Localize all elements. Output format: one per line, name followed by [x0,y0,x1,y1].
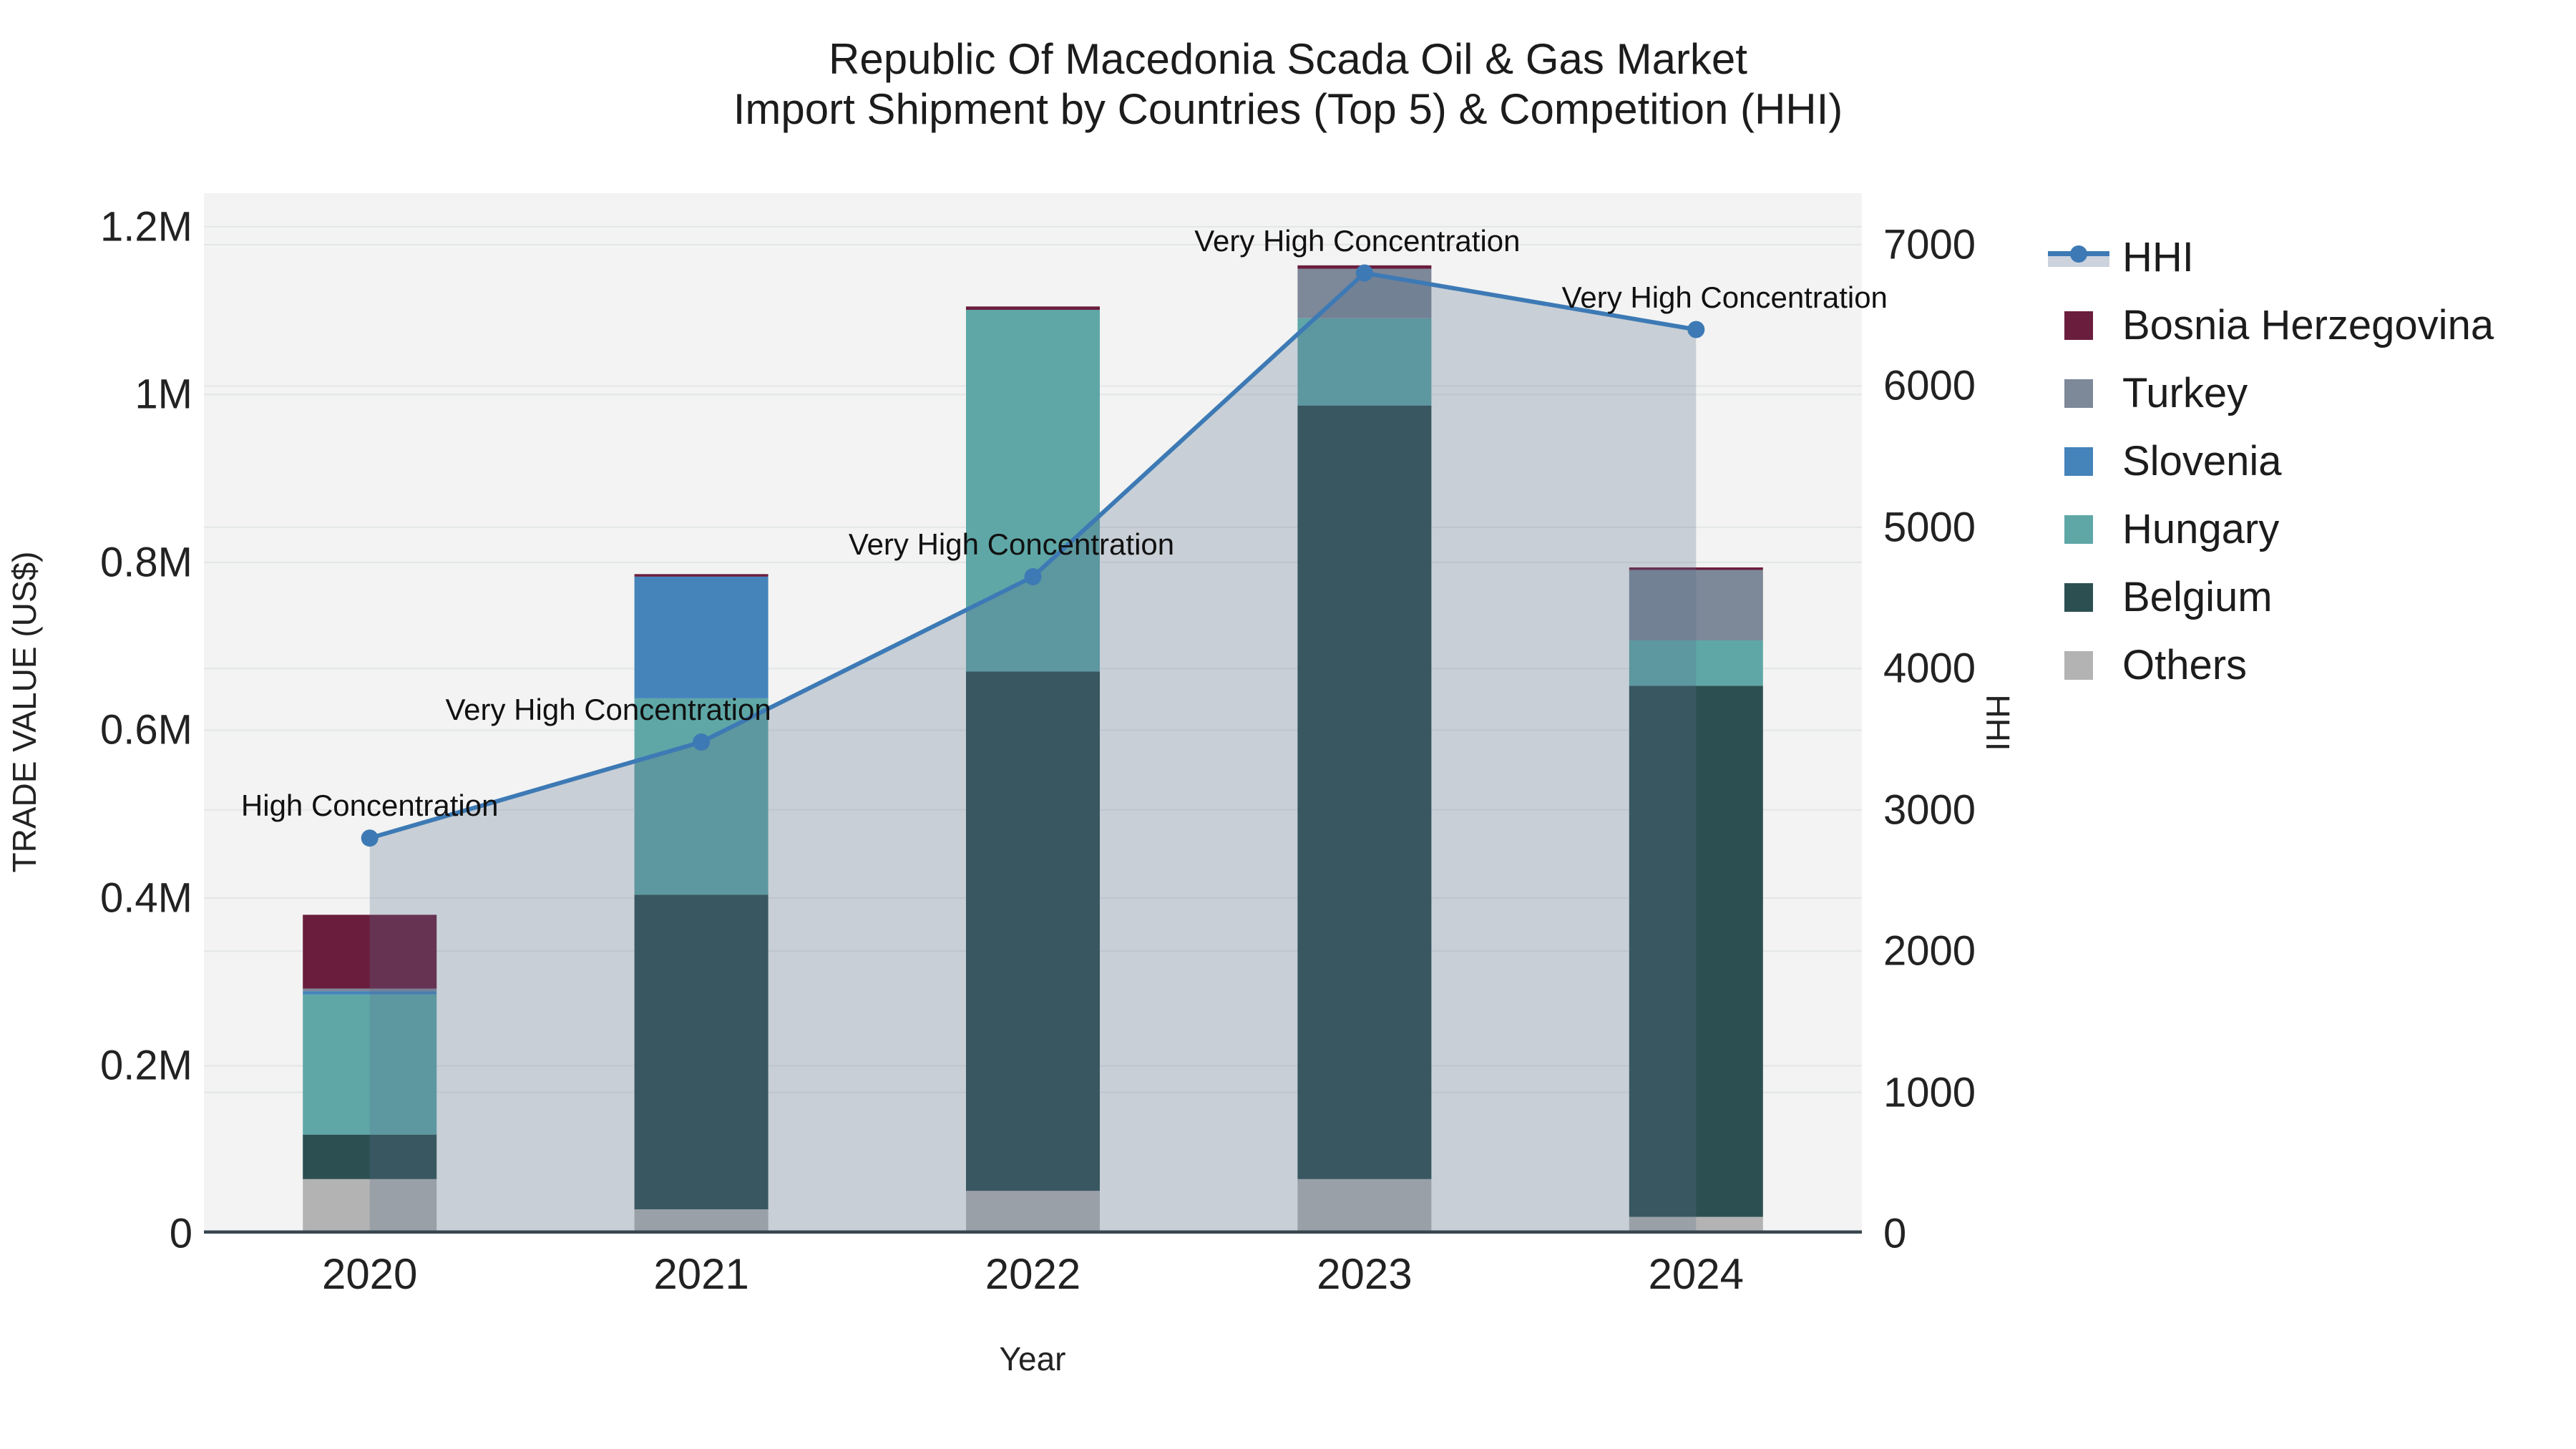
bar-segment-2024-belgium[interactable] [1629,686,1763,1217]
bar-segment-2021-slovenia[interactable] [634,576,769,698]
annotation-2021: Very High Concentration [445,692,771,726]
legend-item-others[interactable]: Others [2048,631,2494,699]
legend-label: Belgium [2122,574,2273,620]
x-axis-title: Year [999,1340,1066,1377]
legend-item-slovenia[interactable]: Slovenia [2048,427,2494,495]
plot-area [204,193,1862,1234]
bar-segment-2022-others[interactable] [966,1191,1100,1234]
bar-segment-2021-belgium[interactable] [634,894,769,1209]
bar-segment-2020-hungary[interactable] [303,994,437,1135]
legend-line-sample [2048,245,2109,267]
hhi-marker-2023[interactable] [1355,264,1373,282]
annotation-2022: Very High Concentration [848,527,1175,561]
legend-item-belgium[interactable]: Belgium [2048,563,2494,631]
y-left-tick-1.2M: 1.2M [100,203,192,250]
legend-swatch-turkey [2048,379,2109,408]
x-tick-2023: 2023 [1317,1250,1413,1298]
y-right-tick-2000: 2000 [1883,927,1976,975]
bar-segment-2024-others[interactable] [1629,1216,1763,1234]
bar-segment-2022-belgium[interactable] [966,671,1100,1191]
bar-segment-2020-slovenia[interactable] [303,991,437,995]
legend-label: HHI [2122,234,2194,280]
y-right-tick-7000: 7000 [1883,221,1976,268]
bar-segment-2024-turkey[interactable] [1629,570,1763,640]
bar-segment-2024-hungary[interactable] [1629,640,1763,686]
annotation-2024: Very High Concentration [1561,280,1888,314]
hhi-marker-2024[interactable] [1687,321,1705,338]
legend-swatch-bosnia-herzegovina [2048,311,2109,340]
bar-segment-2022-bosnia-herzegovina[interactable] [966,306,1100,310]
y-left-tick-0: 0 [169,1210,192,1257]
legend-label: Hungary [2122,506,2280,552]
legend-item-hungary[interactable]: Hungary [2048,495,2494,563]
color-swatch [2064,447,2093,476]
legend-label: Turkey [2122,370,2248,416]
color-swatch [2064,379,2093,408]
y-left-tick-0.8M: 0.8M [100,539,192,586]
bar-segment-2021-others[interactable] [634,1209,769,1234]
bar-segment-2023-hungary[interactable] [1297,318,1432,406]
hhi-line-sample [2048,245,2109,267]
y-left-axis-title: TRADE VALUE (US$) [6,551,43,873]
legend-item-turkey[interactable]: Turkey [2048,359,2494,427]
y-left-tick-1M: 1M [135,371,192,418]
legend-label: Others [2122,642,2248,688]
legend-swatch-slovenia [2048,447,2109,476]
x-tick-2024: 2024 [1648,1250,1745,1298]
y-left-tick-0.2M: 0.2M [100,1042,192,1089]
y-right-tick-3000: 3000 [1883,786,1976,834]
hhi-area-fill [369,273,1697,1234]
color-swatch [2064,514,2093,544]
bar-segment-2020-turkey[interactable] [303,988,437,992]
y-right-axis-title: HHI [1979,694,2016,751]
hhi-marker-glyph [2070,245,2087,263]
legend-label: Slovenia [2122,438,2282,484]
y-left-tick-0.6M: 0.6M [100,706,192,753]
y-right-tick-4000: 4000 [1883,645,1976,692]
chart-title-line2: Import Shipment by Countries (Top 5) & C… [733,85,1843,133]
legend: HHI Bosnia Herzegovina Turkey Slovenia Hunga… [2048,223,2494,699]
x-tick-2022: 2022 [985,1250,1081,1298]
y-right-tick-0: 0 [1883,1210,1907,1257]
annotation-2020: High Concentration [240,789,499,823]
plot-canvas [204,225,1862,1234]
bar-segment-2020-belgium[interactable] [303,1134,437,1179]
y-left-tick-0.4M: 0.4M [100,874,192,922]
color-swatch [2064,582,2093,612]
bar-segment-2024-bosnia-herzegovina[interactable] [1629,567,1763,570]
legend-label: Bosnia Herzegovina [2122,302,2494,348]
legend-swatch-others [2048,650,2109,680]
legend-swatch-belgium [2048,582,2109,612]
bar-segment-2020-bosnia-herzegovina[interactable] [303,914,437,989]
bar-segment-2023-belgium[interactable] [1297,405,1432,1179]
legend-item-hhi[interactable]: HHI [2048,223,2494,291]
bar-segment-2022-hungary[interactable] [966,309,1100,672]
color-swatch [2064,311,2093,340]
annotation-2023: Very High Concentration [1194,223,1521,258]
hhi-marker-2020[interactable] [361,829,379,847]
bar-segment-2020-others[interactable] [303,1179,437,1234]
hhi-marker-2021[interactable] [693,733,711,751]
y-right-tick-6000: 6000 [1883,362,1976,409]
x-tick-2021: 2021 [653,1250,749,1298]
bar-segment-2021-bosnia-herzegovina[interactable] [634,574,769,577]
bar-segment-2021-hungary[interactable] [634,698,769,895]
bar-segment-2023-others[interactable] [1297,1179,1432,1234]
legend-swatch-hungary [2048,514,2109,544]
y-right-tick-5000: 5000 [1883,504,1976,551]
legend-item-bosnia-herzegovina[interactable]: Bosnia Herzegovina [2048,291,2494,359]
hhi-marker-2022[interactable] [1024,567,1042,585]
y-right-tick-1000: 1000 [1883,1069,1976,1116]
x-tick-2020: 2020 [321,1250,418,1298]
color-swatch [2064,650,2093,680]
chart-title-line1: Republic Of Macedonia Scada Oil & Gas Ma… [829,35,1747,83]
